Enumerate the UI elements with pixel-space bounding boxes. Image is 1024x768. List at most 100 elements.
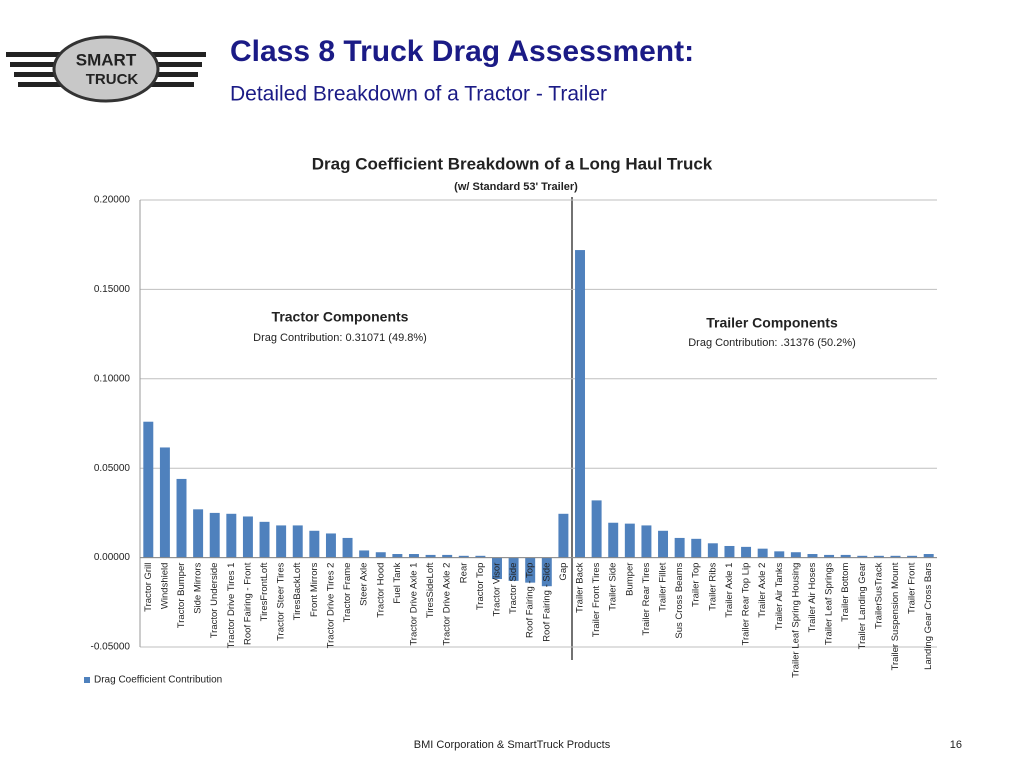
bar [242,516,253,558]
y-tick-label: 0.05000 [94,463,131,474]
slide-subtitle: Detailed Breakdown of a Tractor - Traile… [230,83,607,106]
logo-text: TRUCK [86,71,139,88]
x-tick-label: Tractor Bumper [176,563,187,629]
bar [890,555,901,558]
x-tick-label: Tractor Drive Tires 2 [325,563,336,649]
bar [624,523,635,558]
x-tick-label: Roof Fairing - Top [525,563,536,638]
bar [508,557,519,581]
bar [857,555,868,558]
x-tick-label: Trailer Bottom [840,563,851,622]
bar [143,421,154,558]
x-tick-label: Trailer Ribs [707,562,718,610]
annotation-title: Tractor Components [272,309,409,325]
bar [475,555,486,558]
bar [276,525,287,558]
bar [541,557,552,587]
x-tick-label: TiresFrontLoft [259,562,270,621]
x-tick-label: Trailer Landing Gear [857,563,868,650]
x-tick-label: Trailer Front Tires [591,562,602,637]
bar [259,521,270,558]
y-tick-label: 0.00000 [94,552,131,563]
x-tick-label: Fuel Tank [392,562,403,603]
bar [558,513,569,558]
x-tick-label: Trailer Side [608,563,619,611]
legend-swatch [84,677,90,683]
bar [840,554,851,558]
logo-badge [52,35,160,103]
x-tick-label: Trailer Back [575,562,586,613]
x-tick-label: Trailer Front [907,562,918,614]
bar [392,554,403,558]
x-tick-label: Tractor Underside [209,563,220,639]
x-tick-label: TiresBackLoft [292,562,303,620]
bar [757,548,768,558]
x-tick-label: Trailer Rear Tires [641,562,652,635]
annotation-title: Trailer Components [706,315,838,331]
x-tick-label: Side Mirrors [193,562,204,613]
chart-title: Drag Coefficient Breakdown of a Long Hau… [312,154,713,173]
x-tick-label: Tractor Drive Tires 1 [226,563,237,649]
x-tick-label: Trailer Leaf Springs [824,562,835,645]
x-tick-label: Tractor Steer Tires [276,562,287,641]
bar [442,554,453,558]
bar [292,525,303,558]
y-tick-label: 0.15000 [94,284,131,295]
x-tick-label: Tractor Grill [143,563,154,612]
legend-label: Drag Coefficient Contribution [94,675,222,686]
bar [525,557,536,583]
x-tick-label: Tractor Drive Axle 1 [408,563,419,646]
x-tick-label: Tractor Drive Axle 2 [442,563,453,646]
bar [359,550,370,558]
bar [325,533,336,558]
bar [907,555,918,558]
bar [674,537,685,558]
bar [724,545,735,558]
x-tick-label: Trailer Suspension Mount [890,562,901,670]
bar [492,557,502,580]
x-tick-label: Bumper [624,563,635,596]
bar [641,525,652,558]
bar [342,537,353,558]
bar [209,512,220,558]
logo-text: SMART [76,50,137,69]
x-tick-label: Tractor Side [508,563,519,614]
page-number: 16 [950,739,962,751]
bar [790,552,801,558]
bar [375,552,386,558]
bar [575,250,585,558]
bar [458,555,469,558]
x-tick-label: Tractor Visor [492,563,503,617]
x-tick-label: Tractor Hood [375,563,386,618]
bar [226,513,237,558]
x-tick-label: Trailer Air Hoses [807,562,818,632]
bar [591,500,602,558]
y-tick-label: 0.20000 [94,195,131,206]
chart-subtitle: (w/ Standard 53' Trailer) [454,181,578,193]
x-tick-label: Sus Cross Beams [674,562,685,638]
x-tick-label: Trailer Leaf Spring Housing [790,563,801,678]
x-tick-label: TiresSideLoft [425,562,436,618]
bar [176,478,187,558]
bar [608,522,619,558]
annotation-text: Drag Contribution: .31376 (50.2%) [688,337,856,349]
bar [873,555,884,558]
x-tick-label: Trailer Axle 2 [757,563,768,618]
annotation-text: Drag Contribution: 0.31071 (49.8%) [253,332,427,344]
x-tick-label: Tractor Top [475,563,486,611]
x-tick-label: TrailerSusTrack [873,562,884,629]
x-tick-label: Roof Fairing - Side [541,563,552,642]
x-tick-label: Front Mirrors [309,562,320,617]
x-tick-label: Trailer Top [691,563,702,607]
slide-title: Class 8 Truck Drag Assessment: [230,35,694,68]
x-tick-label: Trailer Rear Top Lip [741,563,752,646]
bar [707,543,718,558]
bar [807,554,818,558]
x-tick-label: Steer Axle [359,563,370,606]
x-tick-label: Trailer Axle 1 [724,563,735,618]
x-tick-label: Trailer Air Tanks [774,562,785,630]
x-tick-label: Gap [558,563,569,581]
y-tick-label: -0.05000 [91,642,131,653]
x-tick-label: Windshield [159,563,170,609]
bar [159,447,170,558]
